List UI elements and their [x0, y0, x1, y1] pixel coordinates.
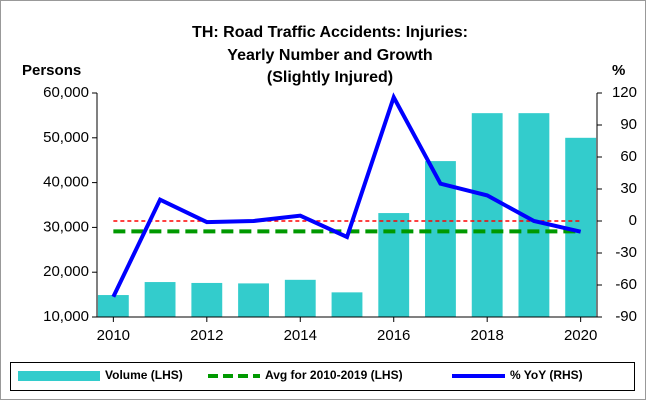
- legend-label: Avg for 2010-2019 (LHS): [265, 368, 403, 382]
- y2-tick-label: -60: [615, 276, 637, 293]
- x-tick-label: 2016: [377, 327, 410, 344]
- y-axis-label: Persons: [22, 62, 81, 79]
- x-tick-label: 2010: [97, 327, 130, 344]
- bar: [471, 113, 503, 317]
- x-tick-label: 2012: [190, 327, 223, 344]
- bar: [378, 213, 410, 317]
- legend-box: [10, 362, 635, 391]
- y2-tick-label: 0: [629, 212, 637, 229]
- bar: [238, 283, 269, 317]
- bar: [331, 292, 363, 317]
- y-tick-label: 10,000: [43, 308, 89, 325]
- bar: [191, 282, 223, 317]
- y-tick-label: 40,000: [43, 174, 89, 191]
- y2-tick-label: 60: [620, 148, 637, 165]
- x-tick-label: 2020: [564, 327, 597, 344]
- x-tick-label: 2018: [470, 327, 503, 344]
- y-tick-label: 60,000: [43, 84, 89, 101]
- y2-axis-label: %: [612, 62, 625, 79]
- bar: [284, 279, 316, 317]
- y2-tick-label: 90: [620, 116, 637, 133]
- y2-tick-label: -30: [615, 244, 637, 261]
- legend-swatch: [18, 371, 100, 381]
- y2-tick-label: 120: [612, 84, 637, 101]
- legend-label: % YoY (RHS): [510, 368, 583, 382]
- y2-tick-label: -90: [615, 308, 637, 325]
- y2-tick-label: 30: [620, 180, 637, 197]
- y-tick-label: 20,000: [43, 263, 89, 280]
- chart-title: (Slightly Injured): [267, 69, 393, 86]
- y-tick-label: 30,000: [43, 218, 89, 235]
- legend-label: Volume (LHS): [105, 368, 183, 382]
- y-tick-label: 50,000: [43, 129, 89, 146]
- chart-title: TH: Road Traffic Accidents: Injuries:: [192, 24, 468, 41]
- chart-title: Yearly Number and Growth: [227, 47, 432, 64]
- line-series: [111, 92, 582, 298]
- bar: [97, 295, 129, 317]
- x-tick-label: 2014: [284, 327, 317, 344]
- bar: [144, 282, 176, 317]
